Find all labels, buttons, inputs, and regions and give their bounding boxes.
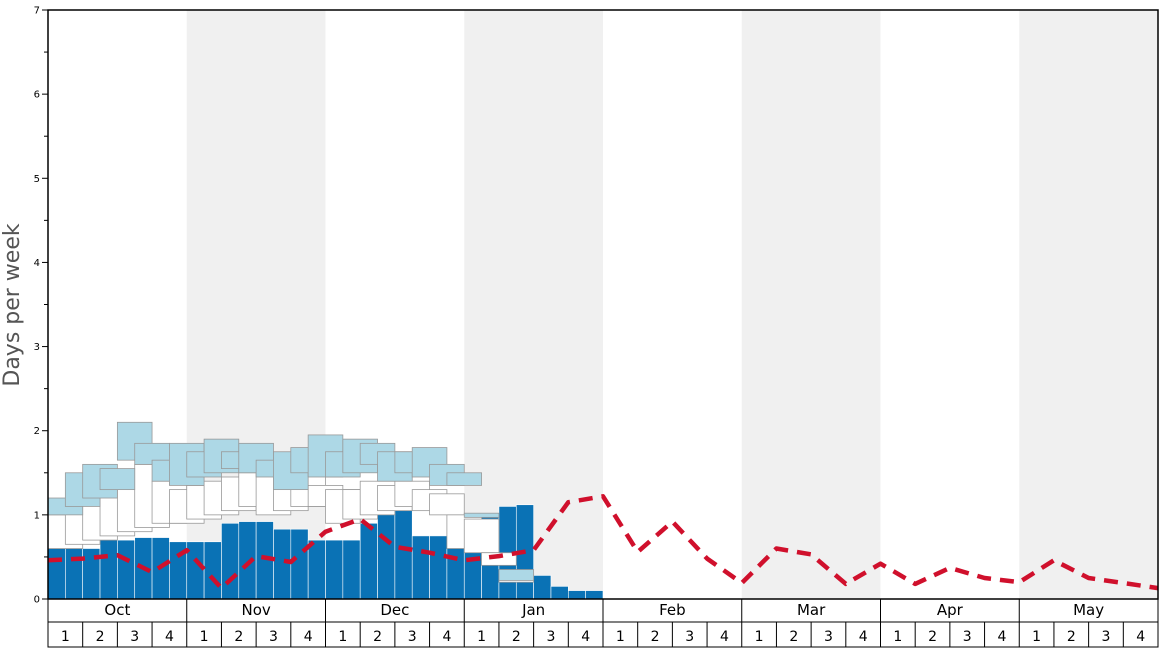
y-tick-label: 4 xyxy=(34,258,40,269)
shade-may xyxy=(1019,10,1158,599)
shade-mar xyxy=(741,10,881,599)
range-box xyxy=(463,518,500,554)
week-label: 3 xyxy=(685,629,694,645)
week-label: 2 xyxy=(1067,629,1076,645)
observed-bar xyxy=(325,539,344,600)
week-label: 4 xyxy=(1136,629,1145,645)
y-tick-label: 6 xyxy=(34,90,40,101)
week-label: 3 xyxy=(824,629,833,645)
week-label: 1 xyxy=(1032,629,1041,645)
observed-bar xyxy=(290,528,309,600)
week-label: 3 xyxy=(408,629,417,645)
observed-bar xyxy=(307,539,326,600)
week-label: 3 xyxy=(963,629,972,645)
observed-bar xyxy=(342,539,361,600)
month-label: Dec xyxy=(380,601,409,619)
week-label: 1 xyxy=(755,629,764,645)
y-tick-label: 3 xyxy=(34,342,40,353)
week-label: 3 xyxy=(1102,629,1111,645)
week-label: 4 xyxy=(442,629,451,645)
week-label: 2 xyxy=(234,629,243,645)
week-label: 1 xyxy=(893,629,902,645)
observed-bar xyxy=(568,590,586,600)
month-shading xyxy=(186,10,1158,599)
upper-box xyxy=(99,468,136,491)
week-label: 2 xyxy=(928,629,937,645)
week-label: 4 xyxy=(859,629,868,645)
upper-boxes xyxy=(47,421,535,581)
observed-bar xyxy=(411,535,430,600)
week-label: 3 xyxy=(269,629,278,645)
observed-bar xyxy=(533,575,552,600)
week-label: 2 xyxy=(96,629,105,645)
week-label: 1 xyxy=(200,629,209,645)
observed-bar xyxy=(377,510,396,600)
week-label: 3 xyxy=(547,629,556,645)
week-label: 2 xyxy=(373,629,382,645)
observed-bar xyxy=(65,548,83,600)
y-axis-label: Days per week xyxy=(0,223,25,386)
y-tick-label: 7 xyxy=(34,6,40,17)
month-label: Feb xyxy=(659,601,686,619)
month-label: May xyxy=(1073,601,1104,619)
month-label: Jan xyxy=(521,601,545,619)
y-axis: 0 1 2 3 4 5 6 7 xyxy=(34,6,48,606)
month-label: Oct xyxy=(104,601,130,619)
observed-bar xyxy=(273,528,292,600)
month-label: Apr xyxy=(937,601,964,619)
observed-bar xyxy=(359,522,378,600)
observed-bar xyxy=(203,541,222,600)
month-label: Nov xyxy=(241,601,270,619)
month-axis: Oct 1 2 3 4 Nov 1 2 3 4 Dec 1 2 3 4 Jan 1 2 3 4 Feb 1 2 3 4 Mar 1 2… xyxy=(47,598,1159,648)
week-label: 2 xyxy=(789,629,798,645)
observed-bar xyxy=(429,535,448,600)
upper-box xyxy=(498,569,535,581)
observed-bar xyxy=(117,539,136,600)
week-label: 1 xyxy=(616,629,625,645)
observed-bar xyxy=(99,539,118,600)
y-tick-label: 0 xyxy=(34,595,40,606)
week-label: 1 xyxy=(61,629,70,645)
observed-bar xyxy=(221,522,240,600)
range-box xyxy=(429,493,465,516)
observed-bar xyxy=(585,590,604,600)
week-label: 4 xyxy=(165,629,174,645)
y-tick-label: 2 xyxy=(34,426,40,437)
upper-box xyxy=(463,512,500,518)
week-label: 4 xyxy=(304,629,313,645)
week-label: 4 xyxy=(720,629,729,645)
average-line-path xyxy=(47,494,1159,591)
y-tick-label: 5 xyxy=(34,174,40,185)
week-label: 4 xyxy=(581,629,590,645)
week-label: 1 xyxy=(477,629,486,645)
week-label: 3 xyxy=(130,629,139,645)
observed-bar xyxy=(47,548,66,600)
average-line xyxy=(47,494,1159,591)
week-label: 1 xyxy=(338,629,347,645)
week-label: 4 xyxy=(997,629,1006,645)
y-tick-label: 1 xyxy=(34,510,40,521)
month-label: Mar xyxy=(797,601,826,619)
week-label: 2 xyxy=(512,629,521,645)
week-label: 2 xyxy=(651,629,660,645)
upper-box xyxy=(446,472,482,486)
observed-bar xyxy=(550,586,569,600)
